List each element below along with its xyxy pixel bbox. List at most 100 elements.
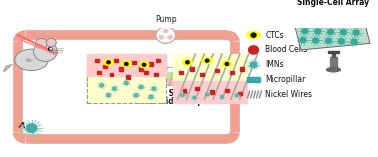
Bar [332,52,335,57]
Circle shape [340,30,346,35]
Circle shape [168,35,172,39]
Bar [225,89,229,92]
Text: CTCs: CTCs [265,31,284,40]
Circle shape [156,27,176,43]
Circle shape [317,20,322,25]
Circle shape [330,20,335,25]
Bar [110,73,113,76]
Circle shape [220,96,223,98]
Ellipse shape [121,61,131,67]
Bar [154,73,158,76]
Bar [87,72,247,79]
Ellipse shape [202,58,212,64]
Bar [87,79,247,84]
Circle shape [205,59,209,62]
Circle shape [304,19,310,24]
Bar [330,57,338,68]
Polygon shape [330,68,336,73]
Bar [115,59,118,62]
Bar [119,67,123,70]
Bar [247,77,260,82]
Circle shape [306,10,312,15]
Circle shape [38,41,45,46]
Bar [227,71,242,76]
Ellipse shape [183,59,192,65]
Circle shape [100,84,104,87]
Bar [227,76,242,83]
Circle shape [351,39,357,44]
Circle shape [302,29,308,33]
Bar [87,67,107,85]
Bar [178,70,183,74]
Bar [144,70,148,74]
Circle shape [36,38,47,48]
Circle shape [159,35,164,39]
Bar [200,73,204,76]
Bar [240,67,244,70]
Circle shape [107,61,110,64]
Bar [173,54,247,103]
Bar [87,67,247,85]
Circle shape [193,97,196,99]
Circle shape [107,94,110,97]
Circle shape [338,39,344,44]
Text: Blood Cells: Blood Cells [265,46,308,54]
Circle shape [134,94,138,97]
Circle shape [113,87,116,90]
Circle shape [152,87,156,90]
Circle shape [319,11,325,16]
Bar [97,70,101,74]
Circle shape [313,38,319,43]
Circle shape [164,29,168,33]
Circle shape [124,81,128,84]
Ellipse shape [222,61,232,67]
Circle shape [332,11,338,16]
Circle shape [124,62,128,65]
Circle shape [48,48,52,51]
Bar [173,54,247,81]
Circle shape [344,12,350,17]
Circle shape [139,85,143,89]
Circle shape [34,42,57,62]
Circle shape [55,52,57,54]
Circle shape [325,38,332,43]
Bar [126,76,130,79]
Bar [328,51,339,53]
Bar [215,69,219,72]
Circle shape [206,93,209,96]
Circle shape [46,38,56,47]
Bar [156,59,160,62]
Bar [230,70,234,74]
Ellipse shape [139,62,149,68]
Text: Continuous Separation: Continuous Separation [117,89,216,98]
Bar [87,54,166,76]
Circle shape [300,38,306,43]
Circle shape [355,21,361,26]
Text: Pump: Pump [155,15,177,24]
Bar [238,92,242,95]
Circle shape [353,30,359,35]
Circle shape [142,63,146,66]
Bar [92,76,107,83]
Ellipse shape [327,68,340,72]
Bar [102,65,107,68]
Bar [132,61,136,64]
Bar [183,89,186,93]
Bar [87,54,166,103]
Bar [139,67,143,70]
Circle shape [48,40,54,45]
Bar [149,62,153,66]
Circle shape [50,48,51,49]
Circle shape [249,46,259,54]
Circle shape [342,21,348,26]
Bar [173,81,247,103]
Text: Single-Cell Array: Single-Cell Array [297,0,370,7]
Circle shape [328,29,333,34]
Circle shape [181,94,184,97]
Circle shape [186,61,189,64]
Text: Microfluidic Chip: Microfluidic Chip [130,97,203,106]
Circle shape [26,124,37,133]
Text: IMNs: IMNs [265,60,284,69]
Bar [195,87,199,90]
Polygon shape [291,5,370,50]
